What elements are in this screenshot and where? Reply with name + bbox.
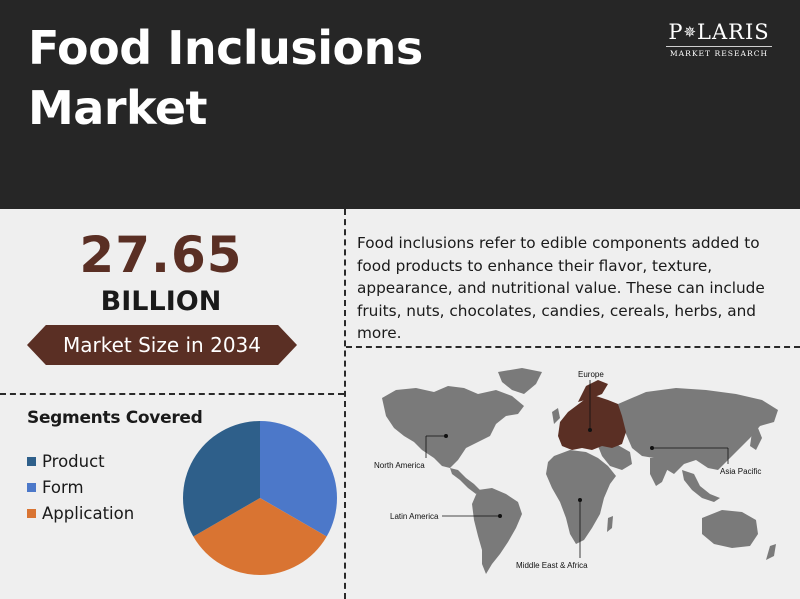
middle-east-shape [598, 444, 632, 470]
world-map: Europe North America Asia Pacific Latin … [374, 368, 778, 574]
asia-shape [618, 388, 778, 474]
left-horizontal-divider [0, 393, 344, 395]
segments-pie-chart [183, 421, 337, 575]
north-america-shape [382, 386, 524, 468]
market-size-value: 27.65 [79, 226, 243, 284]
asia-pacific-label: Asia Pacific [720, 467, 761, 476]
europe-label: Europe [578, 370, 604, 379]
world-landmass [382, 368, 778, 574]
pie-slice-application [193, 498, 327, 575]
compass-star-icon: ✵ [683, 23, 698, 41]
india-shape [650, 458, 668, 486]
right-horizontal-divider [346, 346, 800, 348]
middle-east-africa-label: Middle East & Africa [516, 561, 588, 570]
legend-label: Product [42, 451, 105, 471]
europe-marker [588, 428, 592, 432]
page-title: Food Inclusions Market [28, 18, 423, 138]
vertical-divider [344, 209, 346, 599]
segments-legend: Product Form Application [27, 448, 134, 526]
asia-pacific-marker [650, 446, 654, 450]
japan-shape [750, 428, 762, 450]
logo-divider [666, 46, 772, 47]
title-line-2: Market [28, 81, 208, 135]
madagascar-shape [607, 516, 613, 532]
europe-highlight-shape [558, 396, 626, 450]
header-banner: Food Inclusions Market P✵LARIS MARKET RE… [0, 0, 800, 209]
legend-label: Application [42, 503, 135, 523]
map-markers [444, 428, 654, 518]
pie-slice-form [260, 421, 337, 537]
market-size-label-banner: Market Size in 2034 [27, 325, 297, 365]
australia-shape [702, 510, 758, 548]
title-line-1: Food Inclusions [28, 21, 423, 75]
map-leaders [425, 380, 729, 558]
logo-subtitle: MARKET RESEARCH [669, 49, 769, 58]
pie-slice-product [183, 421, 260, 537]
latin-america-label: Latin America [390, 512, 439, 521]
scandinavia-highlight-shape [578, 380, 608, 402]
legend-swatch [27, 456, 36, 466]
market-size-unit: BILLION [100, 286, 222, 317]
africa-shape [546, 450, 616, 544]
mea-marker [578, 498, 582, 502]
polaris-logo: P✵LARIS MARKET RESEARCH [660, 20, 778, 59]
legend-item-application: Application [27, 500, 134, 526]
central-america-shape [450, 468, 480, 494]
legend-item-product: Product [27, 448, 134, 474]
greenland-shape [498, 368, 542, 394]
southeast-asia-shape [682, 470, 720, 502]
legend-item-form: Form [27, 474, 134, 500]
north-america-label: North America [374, 461, 425, 470]
new-zealand-shape [766, 544, 776, 560]
north-america-marker [444, 434, 448, 438]
latin-america-marker [498, 514, 502, 518]
legend-label: Form [42, 477, 84, 497]
legend-swatch [27, 508, 36, 518]
segments-title: Segments Covered [27, 408, 203, 428]
uk-shape [552, 408, 560, 424]
logo-wordmark: P✵LARIS [668, 20, 770, 44]
legend-swatch [27, 482, 36, 492]
south-america-shape [472, 488, 522, 574]
market-description: Food inclusions refer to edible componen… [357, 234, 765, 342]
